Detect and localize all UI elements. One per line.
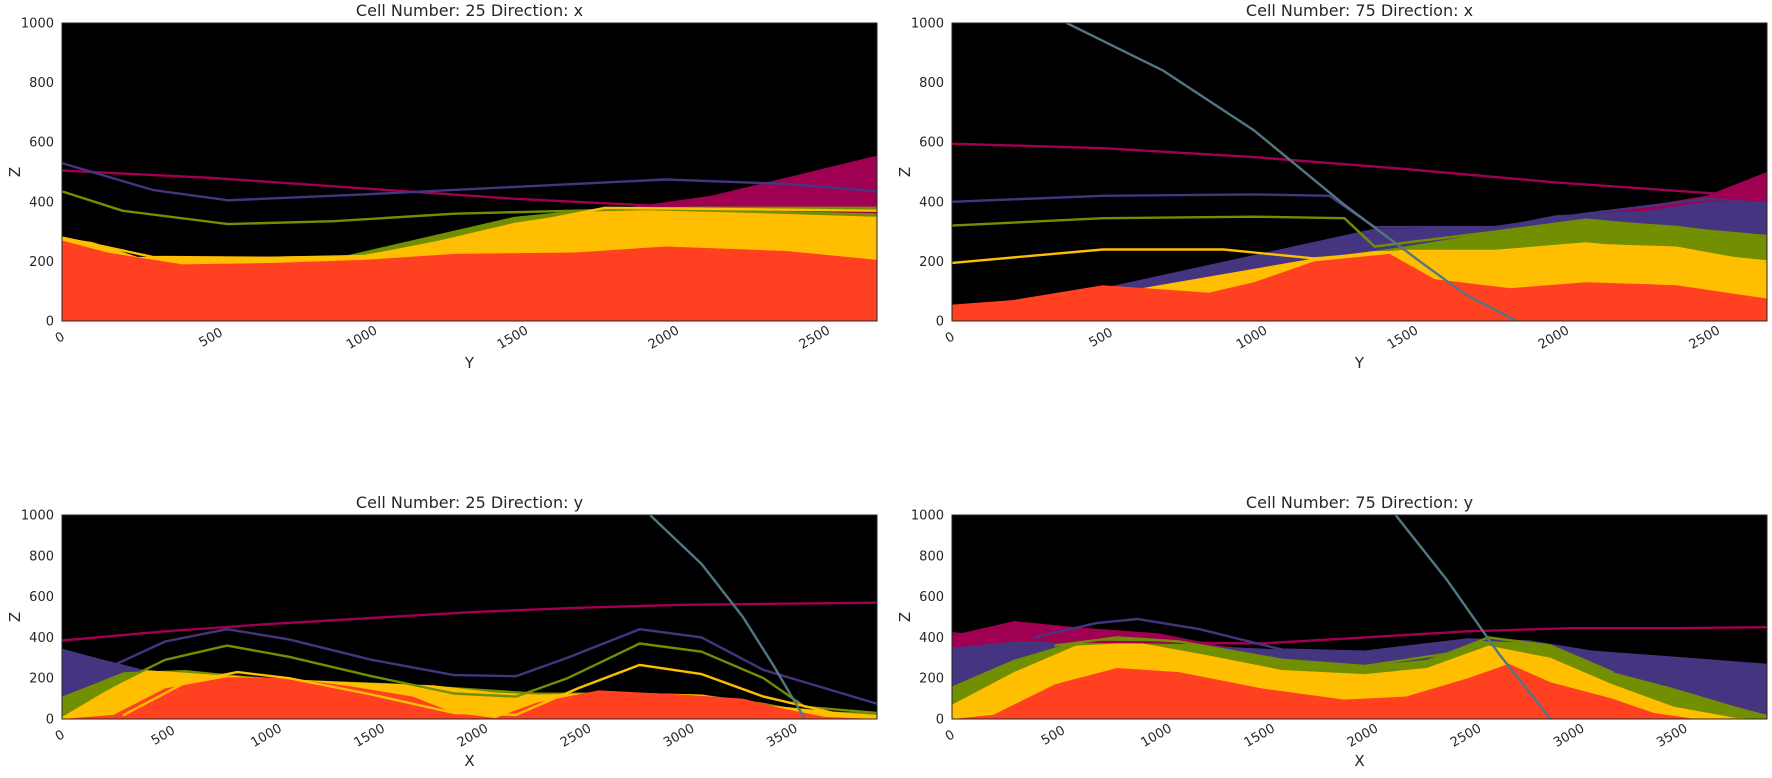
y-tick-label: 0 [936, 315, 944, 330]
panel-title: Cell Number: 25 Direction: y [356, 493, 583, 512]
plot-area [62, 155, 877, 321]
y-axis-label: Z [896, 612, 914, 622]
series-line-2 [102, 628, 877, 705]
x-tick-label: 500 [1087, 325, 1116, 350]
x-tick-label: 3000 [661, 721, 697, 751]
x-tick-label: 2500 [797, 323, 833, 353]
series-line-3 [952, 215, 1767, 248]
y-tick-label: 0 [46, 713, 54, 728]
x-tick-label: 2500 [558, 721, 594, 751]
x-tick-label: 1000 [344, 323, 380, 353]
plot-frame [951, 22, 1768, 322]
x-tick-label: 2000 [1345, 721, 1381, 751]
series-line-4 [1394, 515, 1552, 719]
y-tick-label: 0 [46, 315, 54, 330]
y-tick-label: 800 [919, 549, 944, 564]
panel-2: 0 200 400 600 800 1000 0 500 1000 1500 2000 2500 Cel… [896, 1, 1768, 372]
panel-3: 0 200 400 600 800 1000 0 500 1000 1500 2000 2500 300… [6, 493, 878, 770]
y-tick-label: 1000 [911, 509, 944, 524]
x-axis-label: Y [464, 354, 475, 372]
y-tick-label: 200 [919, 255, 944, 270]
x-tick-label: 0 [943, 329, 958, 346]
y-tick-label: 800 [29, 549, 54, 564]
layer-area-4 [62, 240, 877, 321]
series-line-3 [102, 642, 877, 715]
x-tick-label: 0 [53, 727, 68, 744]
x-tick-label: 500 [149, 723, 178, 748]
x-axis-label: Y [1354, 354, 1365, 372]
series-line-2 [1033, 617, 1767, 667]
panel-title: Cell Number: 75 Direction: y [1246, 493, 1473, 512]
y-tick-label: 1000 [911, 17, 944, 32]
series-line-1 [62, 601, 877, 642]
x-tick-label: 1500 [1242, 721, 1278, 751]
plot-frame [951, 514, 1768, 720]
series-line-3 [1054, 636, 1614, 674]
series-line-5 [648, 515, 806, 719]
x-tick-label: 3500 [764, 721, 800, 751]
y-axis-label: Z [896, 167, 914, 177]
panel-1: 0 200 400 600 800 1000 0 500 1000 1500 2000 2500 Cel… [6, 1, 878, 372]
x-tick-label: 3500 [1654, 721, 1690, 751]
panel-title: Cell Number: 25 Direction: x [356, 1, 583, 20]
x-tick-label: 2500 [1448, 721, 1484, 751]
layer-area-5 [952, 253, 1767, 321]
y-tick-label: 0 [936, 713, 944, 728]
y-tick-label: 1000 [21, 17, 54, 32]
series-line-4 [952, 242, 1767, 265]
layer-area-4 [62, 677, 877, 719]
x-tick-label: 1500 [1385, 323, 1421, 353]
y-tick-label: 200 [919, 672, 944, 687]
x-axis-label: X [464, 752, 474, 770]
y-axis-label: Z [6, 612, 24, 622]
y-tick-label: 200 [29, 255, 54, 270]
x-tick-label: 500 [1039, 723, 1068, 748]
series-line-1 [952, 142, 1767, 199]
plot-area [952, 515, 1767, 719]
plot-area [62, 515, 877, 719]
x-tick-label: 1000 [1234, 323, 1270, 353]
x-tick-label: 1000 [248, 721, 284, 751]
x-tick-label: 500 [197, 325, 226, 350]
y-tick-label: 200 [29, 672, 54, 687]
y-tick-label: 400 [29, 631, 54, 646]
panel-4: 0 200 400 600 800 1000 0 500 1000 1500 2000 2500 300… [896, 493, 1768, 770]
y-tick-label: 600 [919, 590, 944, 605]
y-tick-label: 600 [919, 136, 944, 151]
x-tick-label: 1500 [495, 323, 531, 353]
series-line-4 [62, 206, 877, 259]
x-tick-label: 2000 [646, 323, 682, 353]
layer-area-5 [952, 663, 1767, 719]
y-axis-label: Z [6, 167, 24, 177]
x-tick-label: 3000 [1551, 721, 1587, 751]
series-line-4 [122, 663, 848, 718]
x-tick-label: 1000 [1138, 721, 1174, 751]
series-line-5 [1065, 23, 1518, 321]
x-tick-label: 0 [943, 727, 958, 744]
x-tick-label: 2000 [455, 721, 491, 751]
x-tick-label: 2000 [1536, 323, 1572, 353]
y-tick-label: 800 [919, 76, 944, 91]
y-tick-label: 600 [29, 136, 54, 151]
plot-area [952, 23, 1767, 321]
plot-frame [61, 514, 878, 720]
y-tick-label: 600 [29, 590, 54, 605]
x-tick-label: 2500 [1687, 323, 1723, 353]
plot-frame [61, 22, 878, 322]
y-tick-label: 400 [919, 195, 944, 210]
y-tick-label: 800 [29, 76, 54, 91]
x-tick-label: 0 [53, 329, 68, 346]
y-tick-label: 400 [29, 195, 54, 210]
series-line-2 [62, 161, 877, 202]
panel-title: Cell Number: 75 Direction: x [1246, 1, 1473, 20]
x-axis-label: X [1354, 752, 1364, 770]
y-tick-label: 400 [919, 631, 944, 646]
y-tick-label: 1000 [21, 509, 54, 524]
x-tick-label: 1500 [352, 721, 388, 751]
